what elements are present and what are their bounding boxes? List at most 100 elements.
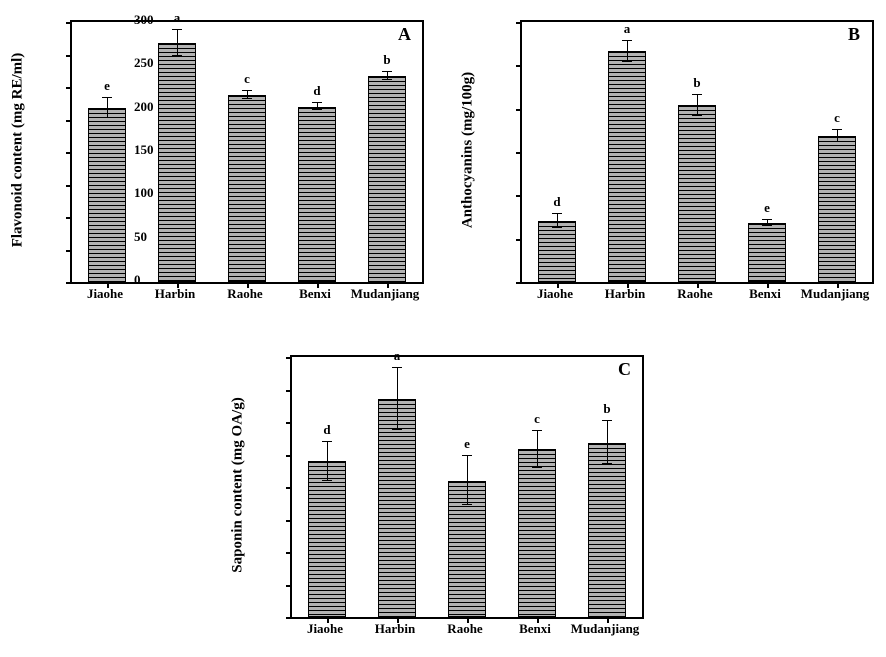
sig-letter: a — [394, 348, 401, 364]
errorbar-cap — [322, 441, 332, 442]
x-tick-label: Jiaohe — [537, 286, 573, 302]
bar-jiaohe — [308, 461, 347, 617]
errorbar-cap — [382, 79, 392, 80]
sig-letter: d — [313, 83, 320, 99]
y-tick-label: 300 — [134, 12, 508, 28]
bar-harbin — [608, 51, 647, 282]
y-tick — [516, 152, 522, 154]
x-tick-label: Mudanjiang — [351, 286, 420, 302]
y-tick — [286, 357, 292, 359]
bar-benxi — [518, 449, 557, 617]
x-tick-label: Raohe — [677, 286, 712, 302]
y-tick — [516, 195, 522, 197]
sig-letter: b — [693, 75, 700, 91]
x-tick-label: Harbin — [375, 621, 415, 637]
y-tick — [66, 250, 72, 252]
sig-letter: b — [603, 401, 610, 417]
errorbar-cap — [762, 225, 772, 226]
sig-letter: c — [834, 110, 840, 126]
y-tick-label: 50 — [134, 229, 508, 245]
errorbar-cap — [392, 429, 402, 430]
sig-letter: c — [534, 411, 540, 427]
x-tick-label: Harbin — [155, 286, 195, 302]
errorbar-cap — [762, 219, 772, 220]
errorbar — [177, 30, 178, 56]
sig-letter: e — [104, 78, 110, 94]
errorbar-cap — [692, 115, 702, 116]
y-tick — [516, 65, 522, 67]
y-tick — [286, 617, 292, 619]
errorbar — [397, 368, 398, 430]
y-tick-label: 100 — [134, 185, 508, 201]
errorbar-cap — [692, 94, 702, 95]
bar-jiaohe — [538, 221, 577, 282]
y-axis-title: Anthocyanins (mg/100g) — [460, 72, 477, 228]
x-tick-label: Benxi — [749, 286, 781, 302]
x-tick-label: Jiaohe — [87, 286, 123, 302]
y-tick — [516, 282, 522, 284]
y-tick — [66, 22, 72, 24]
y-tick — [286, 552, 292, 554]
sig-letter: d — [553, 194, 560, 210]
errorbar-cap — [622, 40, 632, 41]
sig-letter: e — [464, 436, 470, 452]
y-tick — [516, 22, 522, 24]
errorbar — [107, 98, 108, 118]
errorbar-cap — [602, 420, 612, 421]
errorbar-cap — [602, 463, 612, 464]
y-tick — [66, 152, 72, 154]
y-tick — [286, 520, 292, 522]
x-tick-label: Jiaohe — [307, 621, 343, 637]
y-axis-title: Flavonoid content (mg RE/ml) — [10, 53, 27, 248]
y-tick — [66, 87, 72, 89]
x-tick-label: Raohe — [227, 286, 262, 302]
errorbar-cap — [242, 90, 252, 91]
errorbar — [467, 456, 468, 504]
bar-harbin — [158, 43, 197, 282]
errorbar — [697, 95, 698, 116]
y-tick — [66, 217, 72, 219]
y-tick-label: 50 — [0, 575, 278, 591]
y-tick-label: 400 — [0, 347, 278, 363]
bar-mudanjiang — [588, 443, 627, 617]
errorbar-cap — [552, 227, 562, 228]
bar-benxi — [748, 223, 787, 282]
y-tick-label: 0 — [134, 272, 508, 288]
y-tick — [286, 487, 292, 489]
y-tick-label: 0 — [0, 272, 58, 288]
x-tick-label: Harbin — [605, 286, 645, 302]
x-tick-label: Mudanjiang — [801, 286, 870, 302]
errorbar — [557, 214, 558, 228]
errorbar-cap — [532, 467, 542, 468]
errorbar-cap — [102, 117, 112, 118]
errorbar-cap — [832, 141, 842, 142]
y-tick — [286, 390, 292, 392]
x-tick-label: Mudanjiang — [571, 621, 640, 637]
bar-jiaohe — [88, 108, 127, 282]
errorbar-cap — [102, 97, 112, 98]
y-tick-label: 350 — [0, 380, 278, 396]
panel-letter: C — [618, 359, 631, 380]
errorbar-cap — [552, 213, 562, 214]
panel-B-plot: dabec — [520, 20, 874, 284]
y-tick-label: 250 — [134, 55, 508, 71]
y-tick-label: 200 — [134, 99, 508, 115]
y-tick-label: 0 — [0, 607, 278, 623]
errorbar — [537, 431, 538, 467]
x-tick-label: Benxi — [519, 621, 551, 637]
errorbar — [627, 41, 628, 62]
y-tick-label: 16 — [0, 12, 58, 28]
bar-mudanjiang — [818, 136, 857, 282]
panel-letter: B — [848, 24, 860, 45]
y-tick — [516, 109, 522, 111]
x-tick-label: Benxi — [299, 286, 331, 302]
sig-letter: e — [764, 200, 770, 216]
y-tick — [286, 585, 292, 587]
figure-root: eacdb0246810121416JiaoheHarbinRaoheBenxi… — [0, 0, 886, 657]
y-axis-title: Saponin content (mg OA/g) — [230, 397, 247, 572]
errorbar-cap — [532, 430, 542, 431]
y-tick — [66, 55, 72, 57]
sig-letter: d — [323, 422, 330, 438]
errorbar-cap — [462, 504, 472, 505]
y-tick — [286, 455, 292, 457]
